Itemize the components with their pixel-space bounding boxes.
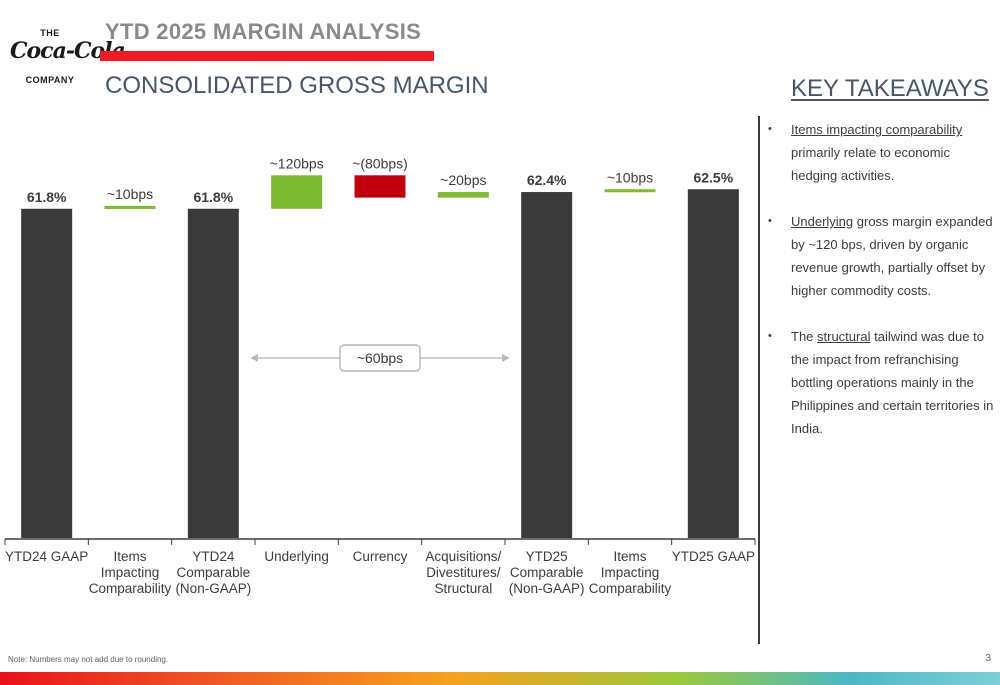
takeaway-item: • Underlying gross margin expanded by ~1… <box>768 210 996 302</box>
takeaway-underlined: Items impacting comparability <box>791 122 963 137</box>
arrow-left-icon <box>250 354 258 362</box>
takeaway-text: primarily relate to economic hedging act… <box>791 145 950 183</box>
x-tick-label: YTD24 <box>192 549 235 564</box>
x-tick-label: YTD24 GAAP <box>5 549 88 564</box>
x-tick-label: Impacting <box>601 565 660 580</box>
page-subtitle: CONSOLIDATED GROSS MARGIN <box>105 72 489 99</box>
bar-increase <box>604 189 656 193</box>
footnote: Note: Numbers may not add due to roundin… <box>8 655 169 664</box>
takeaway-text: tailwind was due to the impact from refr… <box>791 329 994 436</box>
bar-value-label: 61.8% <box>27 189 67 205</box>
bar-value-label: ~10bps <box>607 169 653 185</box>
bar-increase <box>104 205 156 209</box>
bullet-icon: • <box>768 123 772 135</box>
bar-value-label: ~10bps <box>107 186 153 202</box>
bar-total <box>521 192 573 539</box>
title-accent-bar <box>100 51 434 61</box>
bar-total <box>187 208 239 538</box>
takeaway-item: • Items impacting comparability primaril… <box>768 118 996 187</box>
key-takeaways-title: KEY TAKEAWAYS <box>791 75 989 102</box>
x-tick-label: YTD25 <box>526 549 568 564</box>
arrow-right-icon <box>502 354 510 362</box>
x-tick-label: Items <box>613 549 646 564</box>
x-tick-label: Comparable <box>510 565 584 580</box>
x-tick-label: Structural <box>434 581 492 596</box>
x-tick-label: Acquisitions/ <box>425 549 501 564</box>
logo-the: THE <box>40 28 60 38</box>
x-tick-label: Comparable <box>177 565 251 580</box>
bullet-icon: • <box>768 215 772 227</box>
page-title: YTD 2025 MARGIN ANALYSIS <box>105 19 422 44</box>
x-tick-label: Items <box>113 549 146 564</box>
takeaway-underlined: Underlying <box>791 214 854 229</box>
takeaway-item: • The structural tailwind was due to the… <box>768 325 996 440</box>
bar-increase <box>437 192 489 198</box>
x-tick-label: Comparability <box>89 581 172 596</box>
bar-value-label: ~20bps <box>440 172 486 188</box>
x-tick-label: Comparability <box>589 581 672 596</box>
annotation-box <box>339 344 421 372</box>
section-divider <box>758 116 760 644</box>
bar-value-label: ~120bps <box>270 155 324 171</box>
waterfall-chart: 61.8% ~10bps 61.8% ~120bps ~(80bps) ~20bps 62.… <box>4 155 756 596</box>
bar-total <box>21 208 73 538</box>
x-tick-label: Currency <box>353 549 408 564</box>
x-tick-label: Impacting <box>101 565 160 580</box>
bar-total <box>687 189 739 538</box>
bar-value-label: 62.4% <box>527 172 567 188</box>
annotation-label: ~60bps <box>357 350 403 366</box>
x-tick-label: (Non-GAAP) <box>175 581 251 596</box>
x-tick-label: Divestitures/ <box>426 565 501 580</box>
bar-increase <box>271 175 323 209</box>
takeaway-underlined: structural <box>817 329 871 344</box>
x-tick-label: YTD25 GAAP <box>672 549 755 564</box>
footer-gradient-strip <box>0 672 1000 685</box>
bullet-icon: • <box>768 330 772 342</box>
x-tick-label: Underlying <box>264 549 329 564</box>
bar-value-label: ~(80bps) <box>352 155 408 171</box>
logo-company: COMPANY <box>25 75 75 85</box>
bar-value-label: 62.5% <box>693 169 733 185</box>
bar-value-label: 61.8% <box>193 189 233 205</box>
takeaway-text: gross margin expanded by ~120 bps, drive… <box>791 214 993 298</box>
takeaway-prefix: The <box>791 329 818 344</box>
x-tick-label: (Non-GAAP) <box>509 581 585 596</box>
page-number: 3 <box>985 653 991 664</box>
bar-decrease <box>354 175 406 198</box>
takeaways-list: • Items impacting comparability primaril… <box>768 118 996 463</box>
